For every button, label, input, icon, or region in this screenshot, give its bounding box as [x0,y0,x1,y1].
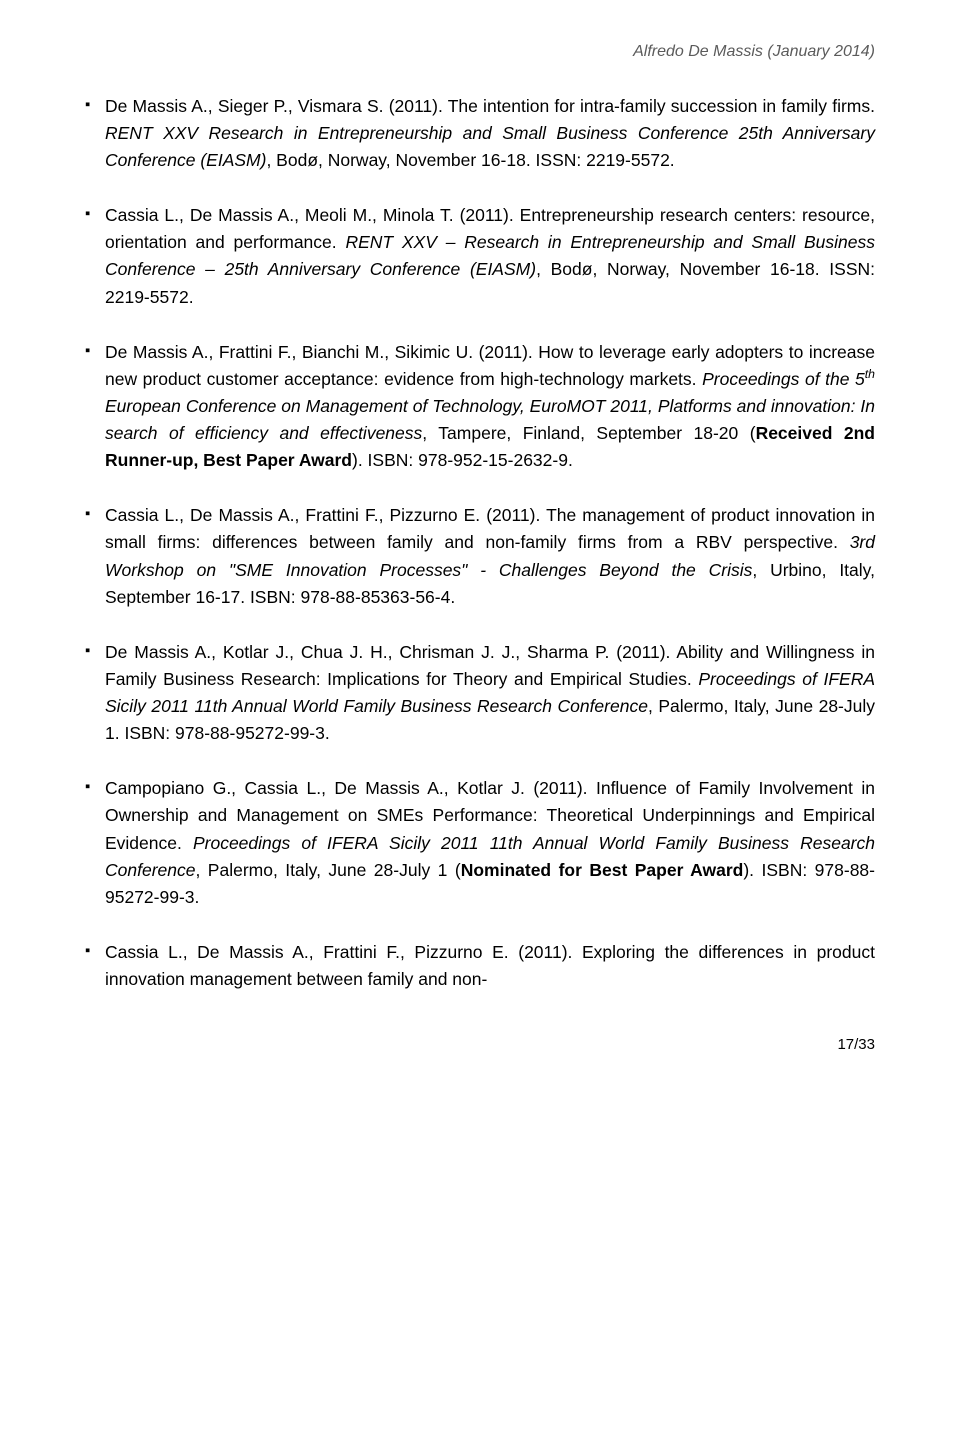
text-segment: ). ISBN: 978-952-15-2632-9. [352,450,573,470]
entries-list: ▪ De Massis A., Sieger P., Vismara S. (20… [85,93,875,993]
bibliography-entry: ▪ De Massis A., Sieger P., Vismara S. (20… [85,93,875,174]
bibliography-entry: ▪ Cassia L., De Massis A., Frattini F., P… [85,939,875,993]
bibliography-entry: ▪Cassia L., De Massis A., Meoli M., Mino… [85,202,875,311]
bullet-icon: ▪ [85,639,90,662]
bibliography-entry: ▪De Massis A., Frattini F., Bianchi M., … [85,339,875,475]
bullet-icon: ▪ [85,939,90,962]
bibliography-entry: ▪ Cassia L., De Massis A., Frattini F., P… [85,502,875,611]
text-segment: Cassia L., De Massis A., Frattini F., Pi… [105,942,875,989]
text-segment: Cassia L., De Massis A., Frattini F., Pi… [105,505,875,552]
bullet-icon: ▪ [85,339,90,362]
text-segment: , Bodø, Norway, November 16‐18. ISSN: 22… [266,150,674,170]
bibliography-entry: ▪De Massis A., Kotlar J., Chua J. H., Ch… [85,639,875,748]
bullet-icon: ▪ [85,502,90,525]
bullet-icon: ▪ [85,202,90,225]
text-segment: th [865,367,875,381]
text-segment: De Massis A., Sieger P., Vismara S. (201… [105,96,875,116]
bullet-icon: ▪ [85,93,90,116]
page-number: 17/33 [85,1033,875,1056]
text-segment: , Palermo, Italy, June 28-July 1 ( [195,860,460,880]
text-segment: Proceedings of the 5 [702,369,865,389]
text-segment: Nominated for Best Paper Award [461,860,744,880]
page-header: Alfredo De Massis (January 2014) [85,40,875,65]
bullet-icon: ▪ [85,775,90,798]
text-segment: , Tampere, Finland, September 18-20 ( [422,423,755,443]
bibliography-entry: ▪Campopiano G., Cassia L., De Massis A.,… [85,775,875,911]
